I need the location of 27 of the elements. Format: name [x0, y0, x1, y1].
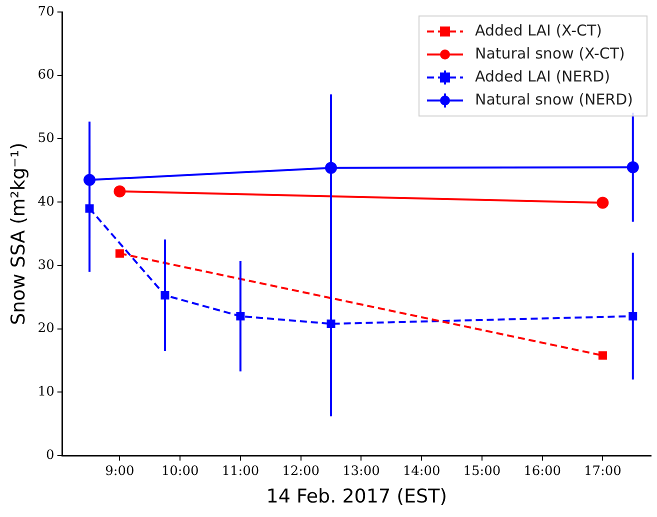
point — [115, 249, 124, 258]
x-tick-label: 16:00 — [524, 464, 562, 479]
y-tick-label: 30 — [38, 258, 54, 273]
point — [114, 185, 126, 198]
x-tick-label: 10:00 — [161, 464, 199, 479]
y-tick-label: 40 — [38, 194, 54, 210]
x-tick-label: 9:00 — [105, 464, 134, 479]
y-tick-label: 10 — [38, 384, 54, 400]
x-tick-label: 11:00 — [222, 464, 260, 479]
x-tick-label: 12:00 — [282, 464, 320, 479]
legend-label: Natural snow (NERD) — [474, 90, 634, 108]
point — [596, 196, 609, 209]
legend-label: Added LAI (NERD) — [474, 67, 610, 86]
y-axis-title: Snow SSA (m²kg⁻¹) — [7, 142, 30, 326]
x-tick-label: 13:00 — [342, 464, 380, 479]
y-tick-label: 0 — [46, 448, 54, 463]
point — [598, 351, 607, 360]
y-tick-label: 70 — [38, 4, 54, 20]
x-axis-title: 14 Feb. 2017 (EST) — [266, 486, 448, 508]
y-tick-label: 60 — [38, 68, 54, 83]
y-tick-label: 20 — [38, 321, 54, 336]
legend-label: Added LAI (X-CT) — [474, 21, 602, 40]
x-tick-label: 15:00 — [463, 464, 501, 479]
legend-label: Natural snow (X-CT) — [474, 44, 625, 62]
y-tick-label: 50 — [38, 131, 54, 146]
x-tick-label: 14:00 — [402, 464, 440, 479]
x-tick-label: 17:00 — [584, 464, 622, 479]
